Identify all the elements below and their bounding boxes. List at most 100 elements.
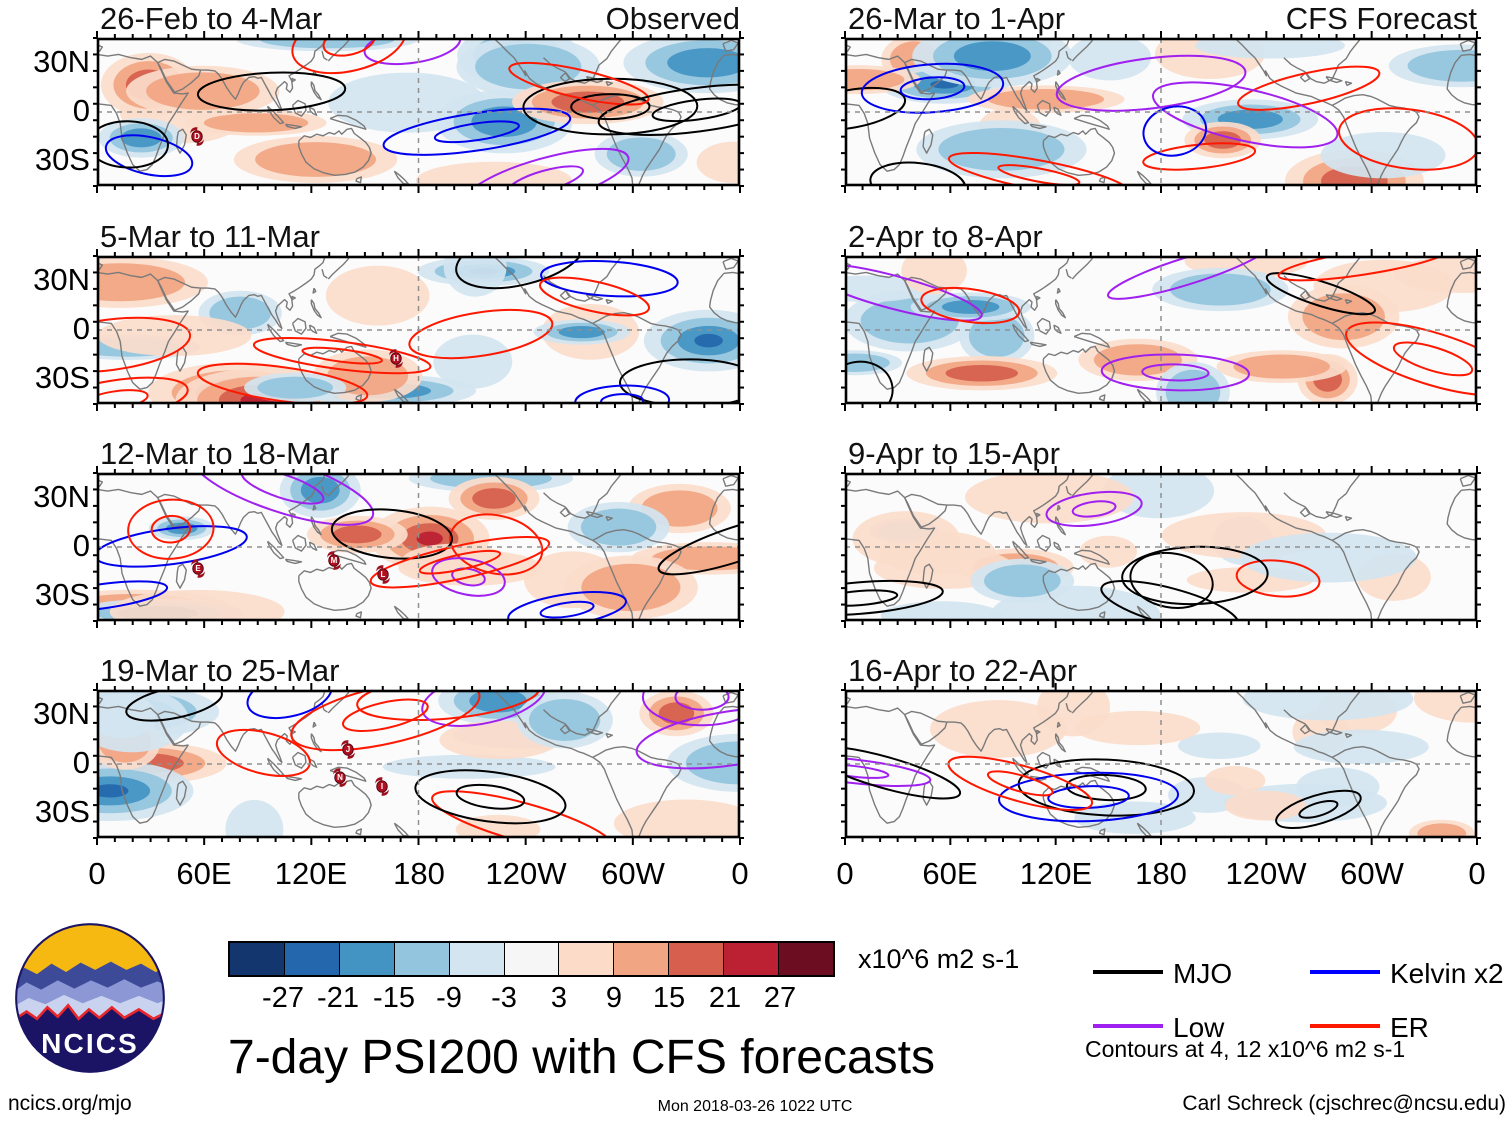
footer-site-url: ncics.org/mjo xyxy=(8,1092,132,1115)
colorbar-tick-label: -27 xyxy=(262,982,304,1014)
map-panel-obs-week-1: D xyxy=(93,31,744,193)
logo-text: NCICS xyxy=(41,1028,139,1059)
footer-credit: Carl Schreck (cjschrec@ncsu.edu) xyxy=(1182,1092,1506,1115)
panel-frame xyxy=(841,31,1481,193)
y-axis-label: 30N xyxy=(33,262,90,297)
panel-frame xyxy=(841,683,1481,845)
anomaly-field-map xyxy=(97,690,740,838)
y-axis-label: 30S xyxy=(34,794,90,829)
anomaly-field-map xyxy=(97,256,740,404)
map-panel-obs-week-4: J N I xyxy=(93,683,744,845)
y-axis-label: 0 xyxy=(72,745,90,780)
colorbar-tick-label: -3 xyxy=(491,982,517,1014)
colorbar-cell xyxy=(394,943,450,975)
colorbar-cell xyxy=(724,943,780,975)
colorbar-cell xyxy=(614,943,670,975)
x-axis-label: 120W xyxy=(485,856,567,891)
x-axis-label: 0 xyxy=(1468,856,1486,891)
x-axis-label: 0 xyxy=(88,856,106,891)
colorbar-cell xyxy=(779,943,833,975)
tropical-cyclone-icon: D xyxy=(189,126,205,147)
colorbar-cell xyxy=(669,943,725,975)
x-axis-label: 60E xyxy=(176,856,232,891)
panel-title-obs-week-1: 26-Feb to 4-Mar xyxy=(100,1,323,36)
colorbar-cell xyxy=(559,943,615,975)
colorbar-cell xyxy=(449,943,505,975)
map-panel-fcst-week-4 xyxy=(841,683,1481,845)
panel-corner-label-obs-week-1: Observed xyxy=(605,1,740,36)
colorbar-tick-label: -21 xyxy=(317,982,359,1014)
anomaly-field-map xyxy=(97,38,740,186)
y-axis-label: 30N xyxy=(33,696,90,731)
y-axis-label: 30S xyxy=(34,142,90,177)
colorbar-tick-label: -15 xyxy=(373,982,415,1014)
map-panel-obs-week-2: H xyxy=(93,249,744,411)
y-axis-label: 30S xyxy=(34,360,90,395)
x-axis-label: 60W xyxy=(1340,856,1404,891)
panel-frame xyxy=(93,249,744,411)
map-panel-fcst-week-2 xyxy=(841,249,1481,411)
footer-timestamp: Mon 2018-03-26 1022 UTC xyxy=(657,1098,853,1115)
y-axis-label: 0 xyxy=(72,311,90,346)
panel-title-obs-week-4: 19-Mar to 25-Mar xyxy=(100,653,340,688)
x-axis-label: 180 xyxy=(1135,856,1187,891)
y-axis-label: 0 xyxy=(72,93,90,128)
x-axis-label: 60E xyxy=(922,856,978,891)
tropical-cyclone-icon: N xyxy=(332,767,348,788)
panel-frame xyxy=(841,249,1481,411)
svg-text:D: D xyxy=(194,132,200,141)
colorbar-tick-label: 15 xyxy=(652,982,686,1014)
colorbar-tick-label: -9 xyxy=(436,982,462,1014)
x-axis-label: 120W xyxy=(1225,856,1307,891)
colorbar-cell xyxy=(504,943,560,975)
colorbar-units-label: x10^6 m2 s-1 xyxy=(858,944,1020,974)
x-axis-label: 0 xyxy=(836,856,854,891)
x-axis-label: 120E xyxy=(1019,856,1093,891)
map-panel-fcst-week-1 xyxy=(841,31,1481,193)
panel-title-fcst-week-4: 16-Apr to 22-Apr xyxy=(848,653,1078,688)
panel-frame xyxy=(93,683,744,845)
colorbar-tick-label: 9 xyxy=(605,982,623,1014)
legend-line-kelvin-x2 xyxy=(1310,970,1380,974)
contour-levels-note: Contours at 4, 12 x10^6 m2 s-1 xyxy=(1085,1036,1406,1062)
colorbar-cell xyxy=(339,943,395,975)
panel-title-obs-week-3: 12-Mar to 18-Mar xyxy=(100,436,340,471)
y-axis-label: 30N xyxy=(33,44,90,79)
x-axis-label: 0 xyxy=(731,856,749,891)
svg-text:J: J xyxy=(346,745,350,754)
tropical-cyclone-icon: E xyxy=(190,558,206,579)
panel-frame xyxy=(841,466,1481,628)
anomaly-field-map xyxy=(845,473,1477,621)
panel-title-fcst-week-3: 9-Apr to 15-Apr xyxy=(848,436,1060,471)
tropical-cyclone-icon: M xyxy=(326,550,342,571)
svg-text:N: N xyxy=(337,773,343,782)
y-axis-label: 30N xyxy=(33,479,90,514)
colorbar xyxy=(228,941,835,977)
legend-line-low xyxy=(1093,1024,1163,1028)
svg-text:I: I xyxy=(381,782,383,791)
colorbar-cell xyxy=(230,943,285,975)
map-panel-fcst-week-3 xyxy=(841,466,1481,628)
tropical-cyclone-icon: L xyxy=(375,564,391,585)
x-axis-label: 120E xyxy=(274,856,348,891)
x-axis-label: 180 xyxy=(393,856,445,891)
figure-title: 7-day PSI200 with CFS forecasts xyxy=(228,1031,935,1084)
legend-line-mjo xyxy=(1093,970,1163,974)
svg-text:M: M xyxy=(331,556,338,565)
colorbar-tick-label: 27 xyxy=(763,982,797,1014)
panel-frame xyxy=(93,466,744,628)
tropical-cyclone-icon: J xyxy=(340,739,356,760)
colorbar-cell xyxy=(284,943,340,975)
panel-corner-label-fcst-week-1: CFS Forecast xyxy=(1285,1,1477,36)
ncics-logo: NCICS xyxy=(15,923,165,1073)
x-axis-label: 60W xyxy=(601,856,665,891)
anomaly-field-map xyxy=(845,690,1477,838)
legend-line-er xyxy=(1310,1024,1380,1028)
panel-title-fcst-week-2: 2-Apr to 8-Apr xyxy=(848,219,1043,254)
map-panel-obs-week-3: E M L xyxy=(93,466,744,628)
svg-text:L: L xyxy=(381,570,386,579)
tropical-cyclone-icon: H xyxy=(388,348,404,369)
colorbar-tick-label: 3 xyxy=(550,982,568,1014)
svg-text:E: E xyxy=(195,564,201,573)
